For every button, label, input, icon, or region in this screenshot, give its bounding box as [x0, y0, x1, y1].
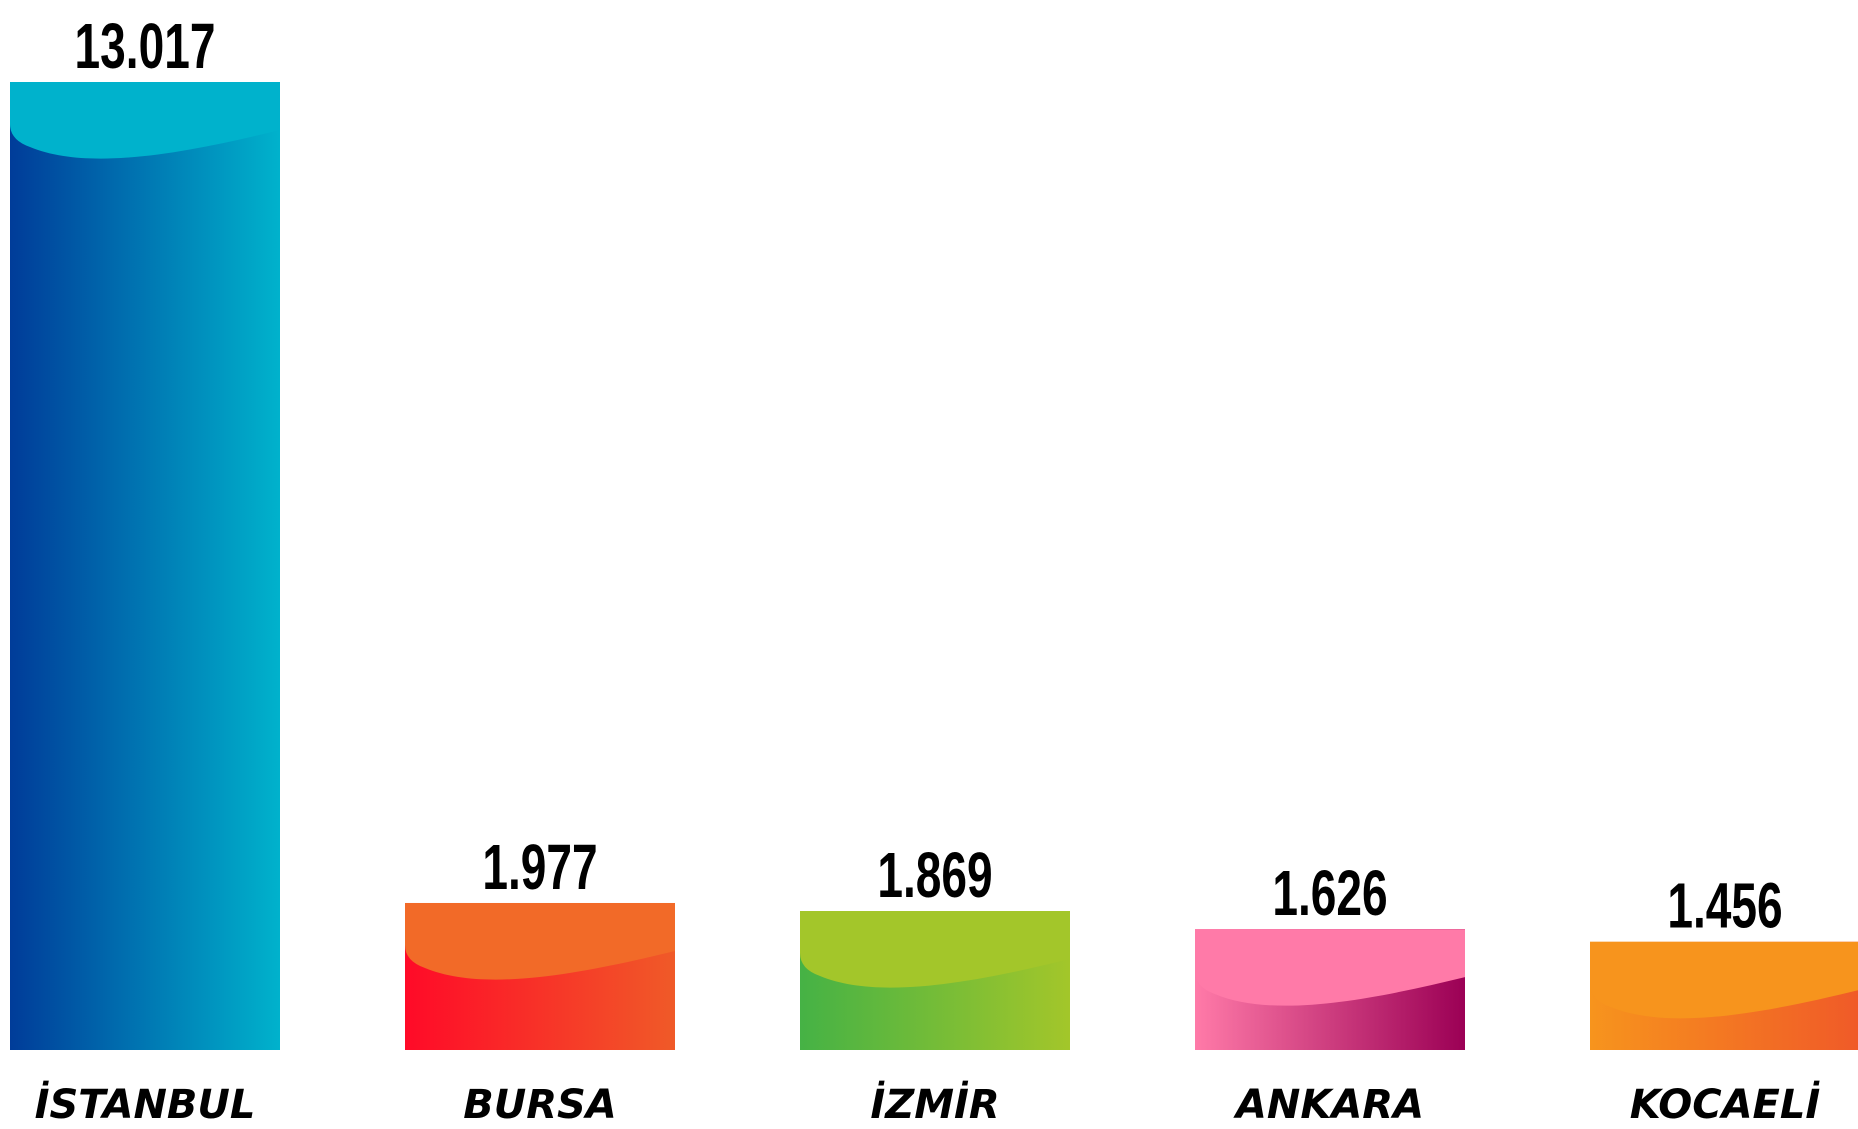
- bar-cap: [405, 902, 675, 980]
- category-label: KOCAELİ: [1630, 1080, 1821, 1128]
- bar-cap: [1590, 941, 1858, 1019]
- value-label: 1.977: [482, 832, 597, 903]
- bar-cap: [800, 911, 1070, 988]
- value-label: 1.626: [1272, 858, 1387, 929]
- bar: [10, 82, 280, 1050]
- category-label: İZMİR: [870, 1080, 999, 1128]
- bar-cap: [10, 82, 280, 159]
- bar-cap: [1195, 929, 1465, 1006]
- category-label: İSTANBUL: [35, 1080, 256, 1128]
- value-label: 1.869: [877, 840, 992, 911]
- category-label: ANKARA: [1233, 1082, 1424, 1128]
- category-label: BURSA: [463, 1082, 617, 1128]
- value-label: 1.456: [1667, 870, 1782, 941]
- value-label: 13.017: [75, 11, 216, 82]
